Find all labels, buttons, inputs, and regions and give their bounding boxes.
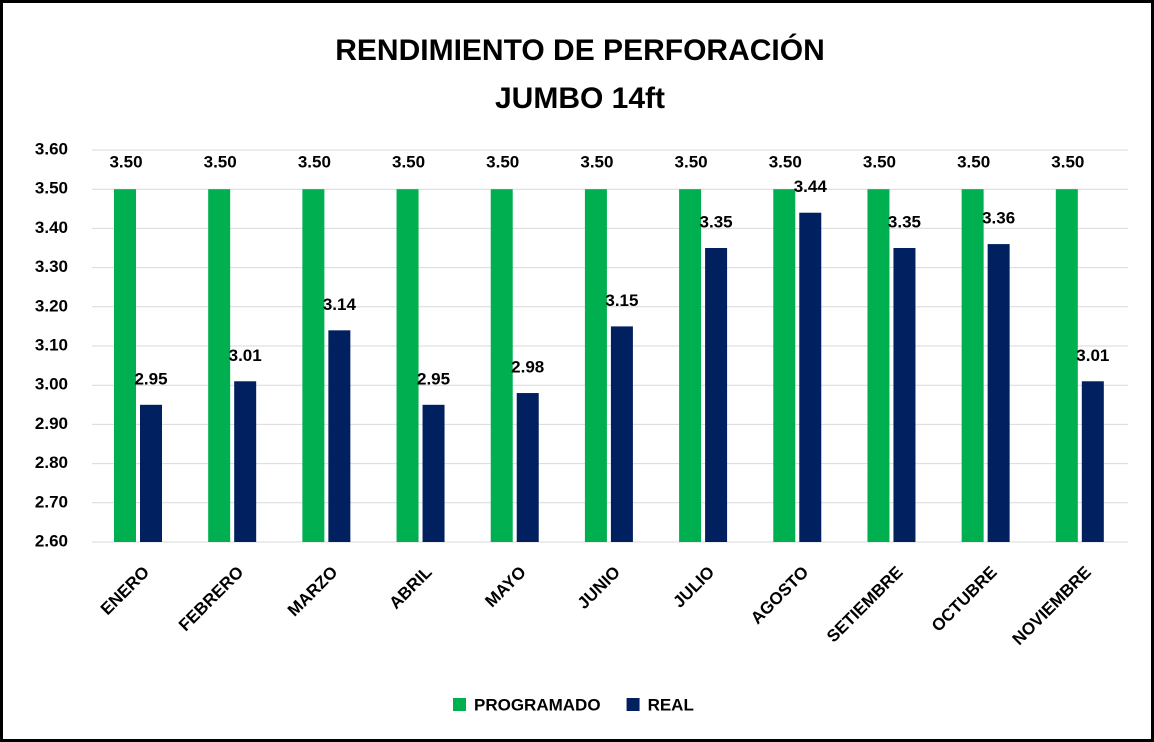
y-tick-label: 3.00 [35, 375, 68, 394]
data-label: 3.01 [1076, 346, 1109, 365]
y-tick-label: 3.50 [35, 179, 68, 198]
legend-swatch [626, 698, 640, 711]
data-label: 3.44 [794, 177, 828, 196]
y-tick-label: 2.80 [35, 453, 68, 472]
y-tick-label: 2.70 [35, 492, 68, 511]
bar [867, 189, 890, 542]
data-label: 3.50 [769, 152, 802, 171]
legend-label: PROGRAMADO [474, 695, 601, 714]
bar [1081, 381, 1104, 542]
bar [799, 212, 822, 542]
data-label: 3.50 [204, 152, 237, 171]
y-tick-label: 3.20 [35, 296, 68, 315]
data-label: 3.35 [700, 212, 733, 231]
chart-subtitle: JUMBO 14ft [495, 82, 665, 115]
data-label: 3.50 [109, 152, 142, 171]
y-tick-label: 3.60 [35, 139, 68, 158]
bar [893, 248, 916, 542]
data-label: 3.15 [605, 291, 638, 310]
data-label: 3.50 [675, 152, 708, 171]
bar [114, 189, 136, 542]
bar [140, 404, 162, 542]
bar [1055, 189, 1078, 542]
bar [396, 189, 419, 542]
data-label: 3.50 [1051, 152, 1084, 171]
bar [490, 189, 513, 542]
bar [302, 189, 325, 542]
data-label: 3.50 [298, 152, 331, 171]
data-label: 3.14 [323, 295, 357, 314]
y-tick-label: 3.10 [35, 335, 68, 354]
legend-swatch [453, 698, 466, 711]
data-label: 3.50 [863, 152, 896, 171]
data-label: 3.01 [229, 346, 262, 365]
y-tick-label: 3.30 [35, 257, 68, 276]
bar [610, 326, 633, 542]
bar [961, 189, 984, 542]
y-tick-label: 3.40 [35, 218, 68, 237]
bar [328, 330, 351, 542]
data-label: 3.50 [580, 152, 613, 171]
bar [208, 189, 231, 542]
data-label: 3.36 [982, 209, 1015, 228]
data-label: 2.95 [417, 369, 450, 388]
bar [422, 404, 445, 542]
bar [516, 393, 539, 542]
data-label: 2.95 [134, 369, 167, 388]
y-tick-label: 2.60 [35, 531, 68, 550]
bar [679, 189, 702, 542]
bar [584, 189, 607, 542]
data-label: 3.50 [957, 152, 990, 171]
bar [987, 244, 1010, 542]
data-label: 3.50 [392, 152, 425, 171]
chart-title: RENDIMIENTO DE PERFORACIÓN [335, 33, 824, 67]
data-label: 3.50 [486, 152, 519, 171]
data-label: 2.98 [511, 358, 544, 377]
y-tick-label: 2.90 [35, 414, 68, 433]
bar [773, 189, 796, 542]
bar [234, 381, 257, 542]
bar [705, 248, 728, 542]
data-label: 3.35 [888, 212, 921, 231]
legend-label: REAL [648, 695, 694, 714]
